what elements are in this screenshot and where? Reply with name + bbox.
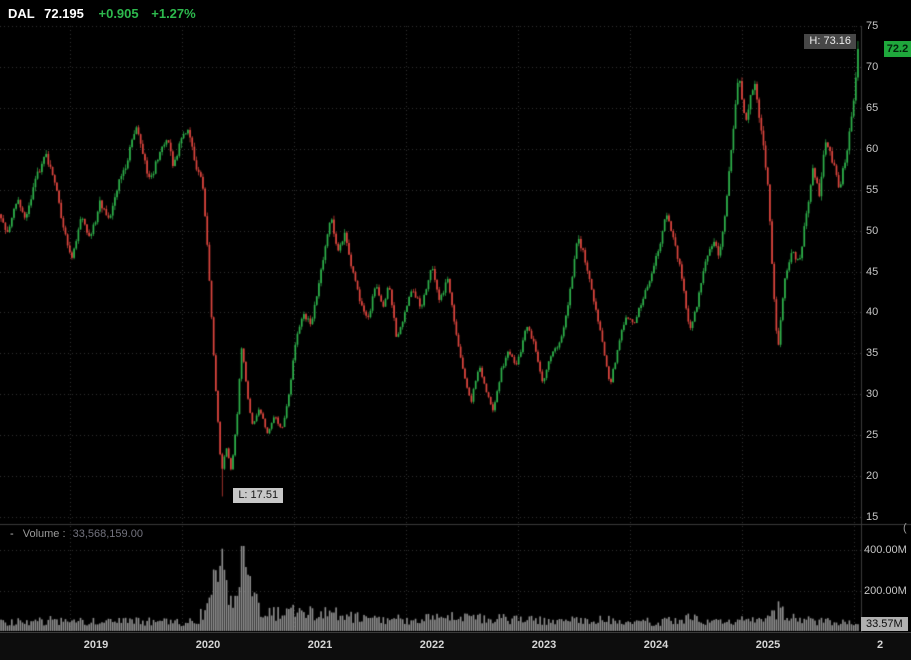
price-axis-tick: 50	[866, 224, 879, 237]
last-price: 72.195	[44, 6, 84, 21]
time-axis-label: 2019	[83, 639, 109, 651]
time-axis-label: 2021	[307, 639, 333, 651]
volume-value: 33,568,159.00	[72, 528, 143, 540]
price-axis-tick: 25	[866, 429, 879, 442]
volume-axis-tick: 200.00M	[864, 584, 907, 597]
volume-label: Volume :	[22, 528, 66, 540]
volume-collapse-toggle[interactable]: -	[10, 528, 14, 540]
last-volume-badge: 33.57M	[861, 617, 908, 632]
last-price-badge: 72.2	[884, 40, 911, 57]
price-axis-tick: 30	[866, 388, 879, 401]
price-change: +0.905	[98, 6, 139, 21]
high-annotation: H: 73.16	[804, 34, 856, 50]
price-axis-tick: 15	[866, 511, 879, 523]
time-axis-label: 2022	[419, 639, 445, 651]
price-axis-tick: 45	[866, 265, 879, 278]
time-axis-label: 2020	[195, 639, 221, 651]
volume-axis-tick: 400.00M	[864, 544, 907, 556]
symbol-ticker: DAL	[8, 6, 35, 21]
time-axis-label: 2023	[531, 639, 557, 651]
price-axis-tick: 65	[866, 101, 879, 114]
price-axis-tick: 70	[866, 60, 879, 73]
time-axis[interactable]: 2019 2020 2021 2022 2023 2024 2025 2	[0, 632, 911, 660]
price-axis-tick: 75	[866, 20, 879, 32]
symbol-header: DAL 72.195 +0.905 +1.27%	[8, 6, 196, 21]
price-axis-tick: 60	[866, 142, 879, 155]
time-axis-label: 2	[876, 639, 884, 651]
price-axis-tick: 20	[866, 470, 879, 483]
price-axis-tick: 40	[866, 306, 879, 319]
low-annotation: L: 17.51	[233, 488, 284, 504]
clipped-axis-glyph: (	[903, 522, 907, 534]
volume-pane-header: - Volume : 33,568,159.00	[10, 528, 143, 540]
price-axis-tick: 35	[866, 347, 879, 360]
price-axis-tick: 55	[866, 183, 879, 196]
price-change-percent: +1.27%	[151, 6, 196, 21]
time-axis-label: 2024	[643, 639, 669, 651]
time-axis-label: 2025	[755, 639, 781, 651]
